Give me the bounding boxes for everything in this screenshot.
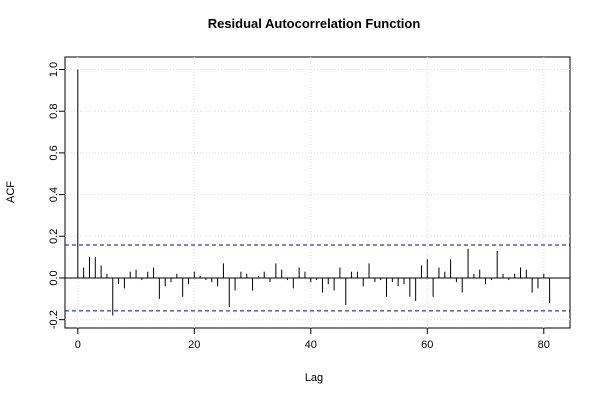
x-tick-label: 60 — [421, 339, 433, 351]
y-tick-label: 1.0 — [48, 62, 60, 77]
x-tick-label: 20 — [188, 339, 200, 351]
x-tick-label: 0 — [75, 339, 81, 351]
y-axis-title: ACF — [5, 181, 17, 203]
x-axis-title: Lag — [305, 372, 323, 384]
y-tick-label: 0.0 — [48, 270, 60, 285]
y-tick-label: 0.2 — [48, 229, 60, 244]
plot-frame — [64, 56, 571, 329]
y-tick-label: 0.4 — [48, 187, 60, 202]
x-tick-label: 40 — [305, 339, 317, 351]
y-tick-label: 0.6 — [48, 145, 60, 160]
y-tick-label: 0.8 — [48, 104, 60, 119]
x-tick-label: 80 — [538, 339, 550, 351]
chart-title: Residual Autocorrelation Function — [208, 16, 421, 31]
y-tick-label: -0.2 — [48, 310, 60, 329]
